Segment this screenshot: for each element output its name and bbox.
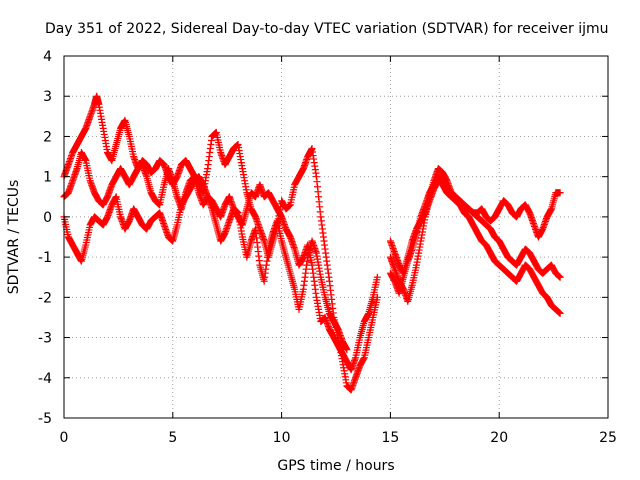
- y-tick-label: -3: [38, 331, 52, 347]
- grid-layer: [64, 56, 608, 418]
- y-tick-label: 4: [43, 49, 52, 65]
- y-tick-label: 1: [43, 170, 52, 186]
- x-tick-label: 5: [168, 430, 177, 446]
- y-tick-label: -5: [38, 411, 52, 427]
- x-tick-label: 0: [60, 430, 69, 446]
- x-axis-label: GPS time / hours: [277, 458, 394, 474]
- x-tick-label: 15: [381, 430, 399, 446]
- data-point: [343, 346, 351, 354]
- series-track-c: [60, 173, 351, 354]
- tick-layer: 0 5 10 15 20 25 -5 -4 -3 -2 -1 0 1 2 3 4: [38, 49, 617, 446]
- y-tick-label: -4: [38, 371, 52, 387]
- y-axis-label: SDTVAR / TECUs: [6, 180, 22, 295]
- data-layer: [60, 92, 564, 394]
- data-point: [373, 273, 381, 281]
- y-tick-label: 3: [43, 89, 52, 105]
- y-tick-label: -2: [38, 290, 52, 306]
- chart-title: Day 351 of 2022, Sidereal Day-to-day VTE…: [45, 21, 609, 37]
- x-tick-label: 25: [599, 430, 617, 446]
- plot-frame: [63, 55, 609, 419]
- y-tick-label: 0: [43, 210, 52, 226]
- x-tick-label: 20: [490, 430, 508, 446]
- data-point: [556, 273, 564, 281]
- data-point: [556, 189, 564, 197]
- y-tick-label: -1: [38, 250, 52, 266]
- series-track-b: [60, 149, 381, 374]
- data-point: [556, 309, 564, 317]
- series-track-f: [386, 177, 564, 277]
- x-tick-label: 10: [273, 430, 291, 446]
- y-tick-label: 2: [43, 129, 52, 145]
